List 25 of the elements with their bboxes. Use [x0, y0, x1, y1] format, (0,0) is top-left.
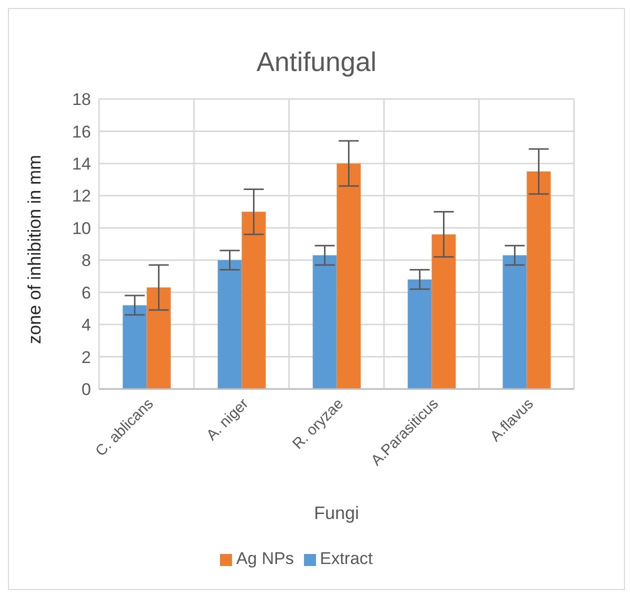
bar — [218, 260, 242, 389]
bar — [146, 288, 171, 389]
y-tick-label: 0 — [82, 380, 91, 400]
bar — [242, 212, 266, 389]
y-tick-label: 2 — [82, 348, 91, 367]
y-tick-label: 4 — [82, 316, 91, 335]
x-axis-title: Fungi — [314, 503, 360, 523]
bar — [336, 163, 361, 389]
legend-label: Ag NPs — [236, 549, 294, 568]
bar — [502, 255, 527, 389]
bar — [432, 234, 456, 389]
y-tick-label: 8 — [82, 251, 91, 270]
chart-title: Antifungal — [255, 47, 378, 78]
y-tick-label: 10 — [72, 218, 91, 238]
bar — [312, 255, 337, 389]
bar — [408, 279, 432, 389]
y-tick-label: 6 — [82, 283, 91, 302]
y-axis-title: zone of inhibition in mm — [24, 154, 44, 344]
y-tick-label: 16 — [72, 122, 91, 142]
bar — [526, 172, 551, 389]
y-tick-label: 14 — [72, 154, 91, 174]
legend-label: Extract — [320, 549, 373, 568]
y-tick-label: 18 — [72, 90, 91, 110]
bar — [122, 305, 147, 389]
y-tick-label: 12 — [72, 186, 91, 206]
